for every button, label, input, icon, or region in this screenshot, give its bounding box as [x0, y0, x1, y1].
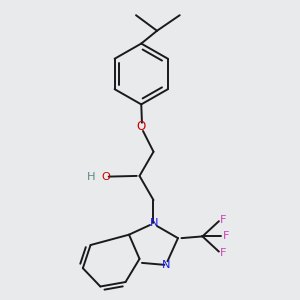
Text: F: F	[220, 215, 227, 225]
Text: F: F	[220, 248, 227, 258]
Text: H: H	[87, 172, 96, 182]
Text: O: O	[101, 172, 110, 182]
Text: F: F	[223, 231, 229, 242]
Text: N: N	[150, 218, 158, 228]
Text: O: O	[136, 120, 146, 133]
Text: N: N	[161, 260, 170, 270]
